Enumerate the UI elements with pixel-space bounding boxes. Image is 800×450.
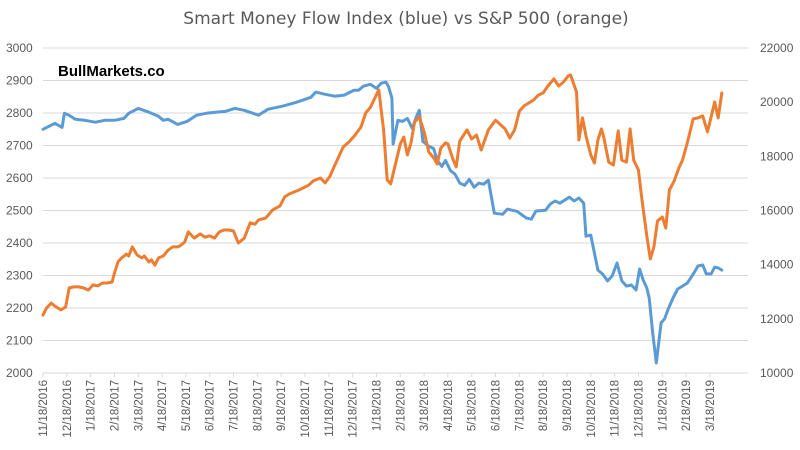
y-right-tick-label: 20000	[760, 95, 794, 109]
x-tick-label: 10/18/2017	[300, 380, 312, 438]
x-tick-label: 3/18/2019	[705, 380, 717, 431]
x-tick-label: 7/18/2018	[514, 380, 526, 431]
y-axis-left: 2000 2100 2200 2300 2400 2500 2600 2700 2800 2900…	[6, 41, 33, 380]
x-tick-label: 12/18/2018	[633, 380, 645, 438]
x-tick-label: 8/18/2017	[252, 380, 264, 431]
x-tick-label: 11/18/2016	[38, 380, 50, 437]
x-tick-label: 2/18/2018	[395, 380, 407, 431]
x-tick-label: 2/18/2017	[109, 380, 121, 431]
chart-title: Smart Money Flow Index (blue) vs S&P 500…	[183, 9, 628, 29]
x-tick-label: 11/18/2017	[324, 380, 336, 437]
y-left-tick-label: 2500	[6, 204, 33, 218]
x-tick-label: 5/18/2017	[181, 380, 193, 431]
x-tick-label: 6/18/2018	[491, 380, 503, 431]
y-right-tick-label: 10000	[760, 366, 794, 380]
x-tick-label: 4/18/2017	[157, 380, 169, 431]
watermark: BullMarkets.co	[58, 63, 165, 80]
x-tick-label: 9/18/2017	[276, 380, 288, 431]
y-left-tick-label: 2200	[6, 301, 33, 315]
y-left-tick-label: 2400	[6, 236, 33, 250]
y-left-tick-label: 2800	[6, 106, 33, 120]
y-left-tick-label: 2700	[6, 139, 33, 153]
x-tick-label: 2/18/2019	[681, 380, 693, 431]
x-axis: 11/18/2016 12/18/2016 1/18/2017 2/18/2017 3/…	[38, 373, 717, 438]
y-right-tick-label: 18000	[760, 149, 794, 163]
x-tick-label: 1/18/2017	[86, 380, 98, 431]
x-tick-label: 3/18/2017	[133, 380, 145, 431]
sp500-line	[41, 73, 724, 317]
x-tick-label: 11/18/2018	[610, 380, 622, 437]
x-tick-label: 7/18/2017	[229, 380, 241, 431]
y-right-tick-label: 16000	[760, 204, 794, 218]
y-left-tick-label: 2900	[6, 74, 33, 88]
y-left-tick-label: 2300	[6, 269, 33, 283]
x-tick-label: 9/18/2018	[562, 380, 574, 431]
smart-money-flow-index-line	[41, 80, 724, 365]
y-right-tick-label: 14000	[760, 258, 794, 272]
y-left-tick-label: 2600	[6, 171, 33, 185]
y-left-tick-label: 2100	[6, 334, 33, 348]
y-axis-right: 10000 12000 14000 16000 18000 20000 22000	[760, 41, 794, 380]
y-left-tick-label: 3000	[6, 41, 33, 55]
gridlines	[43, 47, 748, 374]
x-tick-label: 4/18/2018	[443, 380, 455, 431]
x-tick-label: 10/18/2018	[586, 380, 598, 438]
x-tick-label: 12/18/2016	[62, 380, 74, 438]
y-left-tick-label: 2000	[6, 366, 33, 380]
x-tick-label: 1/18/2018	[371, 380, 383, 431]
x-tick-label: 8/18/2018	[538, 380, 550, 431]
x-tick-label: 12/18/2017	[348, 380, 360, 438]
x-tick-label: 3/18/2018	[419, 380, 431, 431]
y-right-tick-label: 12000	[760, 312, 794, 326]
y-right-tick-label: 22000	[760, 41, 794, 55]
x-tick-label: 5/18/2018	[467, 380, 479, 431]
x-tick-label: 1/18/2019	[657, 380, 669, 431]
series-group	[41, 73, 724, 365]
x-tick-label: 6/18/2017	[205, 380, 217, 431]
